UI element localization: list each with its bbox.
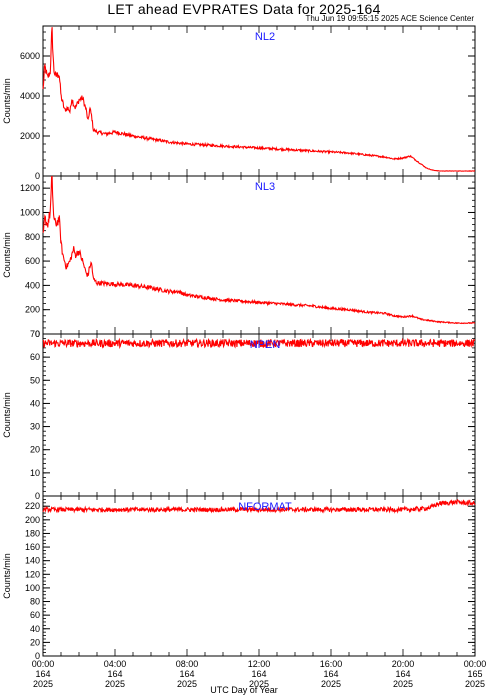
x-tick-label-line: 04:00 [104,659,127,669]
panel-nl2: 0 2000 4000 6000 Counts/min NL2 [2,25,476,181]
y-tick-label: 100 [25,583,40,593]
y-tick-label: 60 [30,352,40,362]
x-tick-label-line: 00:00 [32,659,55,669]
y-tick-label: 180 [25,528,40,538]
x-axis-label: UTC Day of Year [210,685,278,695]
x-tick-label-line: 164 [179,669,194,679]
timestamp: Thu Jun 19 09:55:15 2025 ACE Science Cen… [305,14,474,23]
y-tick-label: 40 [30,398,40,408]
panel-npen: 0 10 20 30 40 50 60 70 Counts/min NPEN [2,329,476,501]
y-tick-label: 10 [30,468,40,478]
x-tick-label-line: 2025 [249,679,269,689]
panel-title: NPEN [250,339,281,351]
y-axis-label: Counts/min [2,392,12,438]
y-tick-label: 140 [25,556,40,566]
panel-frame [42,175,476,335]
x-tick-label-line: 165 [467,669,482,679]
x-tick-label-line: 164 [323,669,338,679]
y-tick-label: 20 [30,445,40,455]
series-line-nformat [42,499,476,514]
y-tick-label: 200 [25,515,40,525]
panel-title: NL3 [255,181,275,193]
y-tick-label: 2000 [20,131,40,141]
y-tick-label: 800 [25,232,40,242]
x-tick-label-line: 20:00 [392,659,415,669]
y-tick-label: 80 [30,597,40,607]
x-tick-label-line: 2025 [321,679,341,689]
y-tick-label: 70 [30,329,40,339]
y-tick-label: 0 [35,171,40,181]
y-tick-label: 40 [30,624,40,634]
panel-frame [42,25,476,177]
x-tick-label-line: 2025 [33,679,53,689]
y-tick-label: 120 [25,569,40,579]
y-tick-label: 30 [30,422,40,432]
y-tick-label: 1000 [20,207,40,217]
x-tick-label-line: 164 [395,669,410,679]
y-tick-label: 4000 [20,91,40,101]
y-tick-label: 6000 [20,51,40,61]
x-tick-label-line: 2025 [105,679,125,689]
y-tick-label: 0 [35,329,40,339]
x-tick-label-line: 12:00 [248,659,271,669]
series-line-nl3 [42,175,476,325]
series-line-npen [42,337,476,350]
y-tick-label: 220 [25,501,40,511]
x-tick-label-line: 2025 [393,679,413,689]
x-tick-label-line: 08:00 [176,659,199,669]
y-tick-label: 600 [25,256,40,266]
series-line-nl2 [42,27,476,172]
y-tick-label: 0 [35,651,40,661]
y-axis-label: Counts/min [2,553,12,599]
y-axis-label: Counts/min [2,232,12,278]
y-tick-label: 200 [25,305,40,315]
y-tick-label: 0 [35,491,40,501]
panel-title: NFORMAT [238,501,292,513]
panel-title: NL2 [255,31,275,43]
x-tick-label-line: 164 [251,669,266,679]
y-tick-label: 50 [30,375,40,385]
x-tick-label-line: 164 [35,669,50,679]
panel-nformat: 0 20 40 60 80 100 120 140 160 180 200 220 Counts/min… [2,495,476,661]
y-tick-label: 1200 [20,183,40,193]
x-tick-label-line: 2025 [465,679,485,689]
x-tick-label-line: 00:00 [464,659,487,669]
y-tick-label: 60 [30,610,40,620]
y-tick-label: 20 [30,637,40,647]
panel-frame [42,495,476,657]
y-tick-label: 400 [25,280,40,290]
y-tick-label: 160 [25,542,40,552]
y-axis-label: Counts/min [2,78,12,124]
panel-frame [42,333,476,497]
chart-title: LET ahead EVPRATES Data for 2025-164 [107,1,381,17]
x-tick-label-line: 164 [107,669,122,679]
x-tick-label-line: 16:00 [320,659,343,669]
x-tick-label-line: 2025 [177,679,197,689]
panel-nl3: 0 200 400 600 800 1000 1200 Counts/min NL3 [2,175,476,339]
